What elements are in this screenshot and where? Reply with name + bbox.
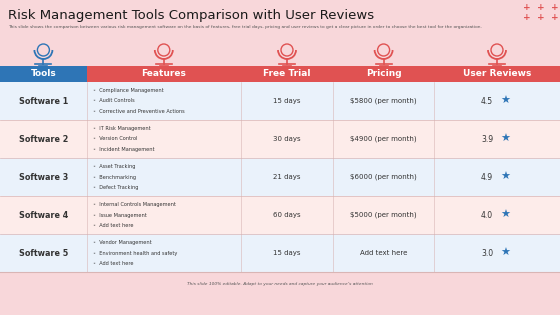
Text: ★: ★ xyxy=(500,96,510,106)
Text: Software 1: Software 1 xyxy=(19,96,68,106)
Text: +: + xyxy=(537,3,545,13)
Text: +: + xyxy=(537,14,545,22)
Text: Software 2: Software 2 xyxy=(18,135,68,144)
Text: 3.0: 3.0 xyxy=(481,249,493,257)
Text: Risk Management Tools Comparison with User Reviews: Risk Management Tools Comparison with Us… xyxy=(8,9,374,22)
Text: +: + xyxy=(523,3,531,13)
Text: ◦  Asset Tracking: ◦ Asset Tracking xyxy=(93,164,135,169)
Text: ◦  Issue Management: ◦ Issue Management xyxy=(93,213,147,217)
FancyBboxPatch shape xyxy=(0,234,560,272)
Text: ★: ★ xyxy=(500,210,510,220)
Text: ◦  Vendor Management: ◦ Vendor Management xyxy=(93,240,151,245)
Text: Software 4: Software 4 xyxy=(19,210,68,220)
Text: Software 5: Software 5 xyxy=(19,249,68,257)
Text: ◦  Internal Controls Management: ◦ Internal Controls Management xyxy=(93,202,176,207)
Text: ★: ★ xyxy=(500,248,510,258)
Text: 15 days: 15 days xyxy=(273,98,301,104)
Text: 4.0: 4.0 xyxy=(481,210,493,220)
Text: ★: ★ xyxy=(500,134,510,144)
Text: 4.5: 4.5 xyxy=(481,96,493,106)
Text: 4.9: 4.9 xyxy=(481,173,493,181)
Text: +: + xyxy=(551,14,559,22)
Text: ◦  Benchmarking: ◦ Benchmarking xyxy=(93,175,136,180)
Text: 15 days: 15 days xyxy=(273,250,301,256)
Text: ◦  Defect Tracking: ◦ Defect Tracking xyxy=(93,185,138,190)
Text: ◦  Add text here: ◦ Add text here xyxy=(93,261,133,266)
Text: +: + xyxy=(523,14,531,22)
FancyBboxPatch shape xyxy=(333,66,434,82)
Text: ◦  Version Control: ◦ Version Control xyxy=(93,136,137,141)
Text: 60 days: 60 days xyxy=(273,212,301,218)
Text: Pricing: Pricing xyxy=(366,70,402,78)
Text: This slide 100% editable. Adapt to your needs and capture your audience’s attent: This slide 100% editable. Adapt to your … xyxy=(187,282,373,286)
Text: $6000 (per month): $6000 (per month) xyxy=(350,174,417,180)
Text: 30 days: 30 days xyxy=(273,136,301,142)
FancyBboxPatch shape xyxy=(0,120,560,158)
FancyBboxPatch shape xyxy=(0,34,560,66)
FancyBboxPatch shape xyxy=(0,158,560,196)
Text: ◦  Environment health and safety: ◦ Environment health and safety xyxy=(93,250,177,255)
Text: User Reviews: User Reviews xyxy=(463,70,531,78)
Text: ◦  Corrective and Preventive Actions: ◦ Corrective and Preventive Actions xyxy=(93,109,184,114)
Text: 21 days: 21 days xyxy=(273,174,301,180)
Text: ◦  IT Risk Management: ◦ IT Risk Management xyxy=(93,126,151,131)
FancyBboxPatch shape xyxy=(0,66,87,82)
Text: ★: ★ xyxy=(500,172,510,182)
Text: Free Trial: Free Trial xyxy=(263,70,311,78)
Text: Add text here: Add text here xyxy=(360,250,407,256)
Text: +: + xyxy=(551,3,559,13)
FancyBboxPatch shape xyxy=(434,66,560,82)
Text: ◦  Incident Management: ◦ Incident Management xyxy=(93,147,155,152)
Text: 3.9: 3.9 xyxy=(481,135,493,144)
Text: Software 3: Software 3 xyxy=(19,173,68,181)
Text: ◦  Add text here: ◦ Add text here xyxy=(93,223,133,228)
Text: Features: Features xyxy=(141,70,186,78)
Text: This slide shows the comparison between various risk management software on the : This slide shows the comparison between … xyxy=(8,25,482,29)
Text: Tools: Tools xyxy=(31,70,56,78)
Text: $4900 (per month): $4900 (per month) xyxy=(351,136,417,142)
Text: $5000 (per month): $5000 (per month) xyxy=(351,212,417,218)
FancyBboxPatch shape xyxy=(241,66,333,82)
Text: ◦  Compliance Management: ◦ Compliance Management xyxy=(93,88,164,93)
Text: $5800 (per month): $5800 (per month) xyxy=(351,98,417,104)
Text: ◦  Audit Controls: ◦ Audit Controls xyxy=(93,99,134,104)
FancyBboxPatch shape xyxy=(0,82,560,120)
FancyBboxPatch shape xyxy=(0,196,560,234)
FancyBboxPatch shape xyxy=(87,66,241,82)
